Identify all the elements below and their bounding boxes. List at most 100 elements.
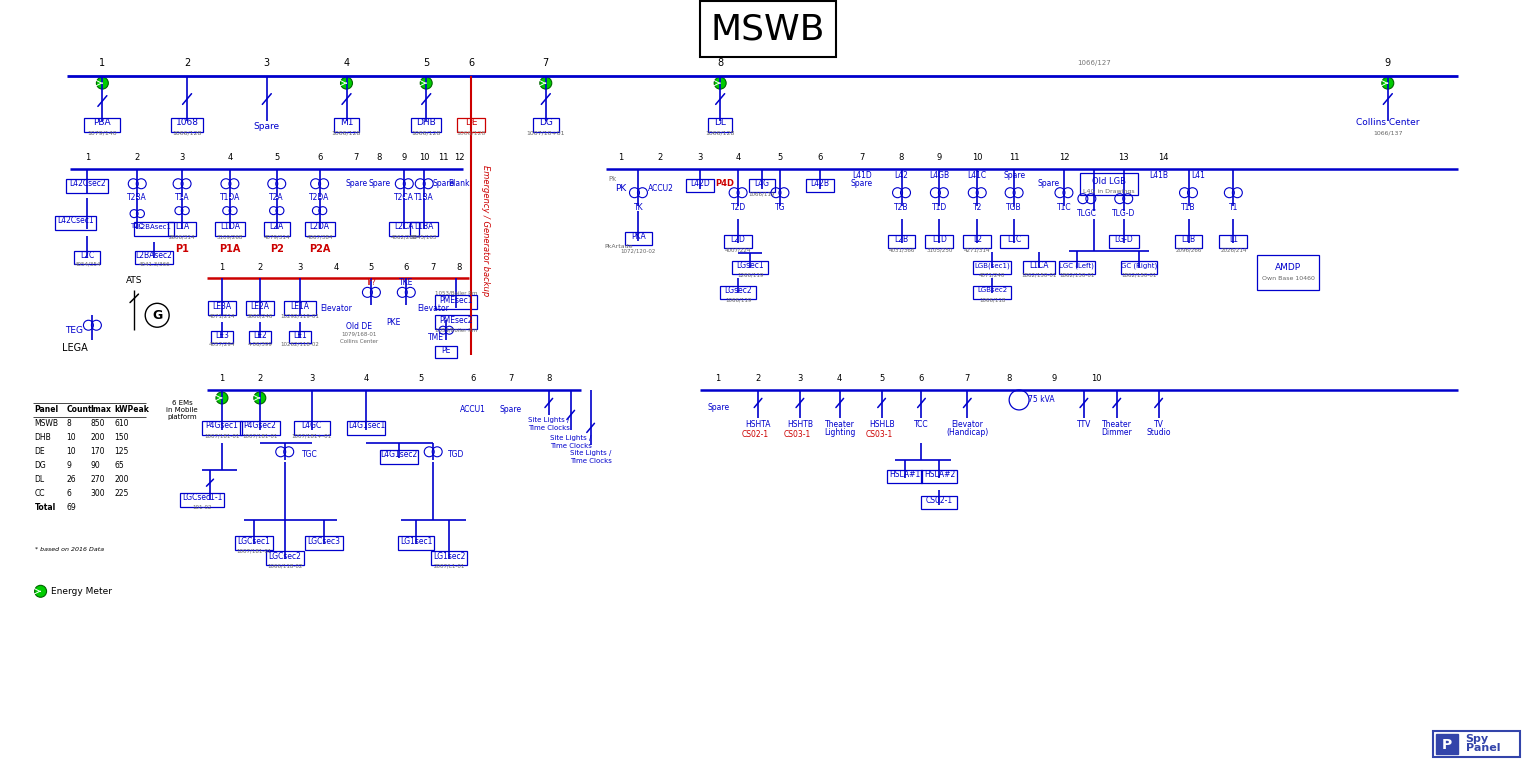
- Text: 1066/127: 1066/127: [1077, 60, 1111, 67]
- Text: HSLA#2: HSLA#2: [924, 471, 954, 479]
- Text: TME: TME: [429, 333, 444, 341]
- Text: L42B: L42B: [810, 179, 830, 188]
- Text: ACCU1: ACCU1: [460, 406, 486, 414]
- Text: LE3: LE3: [215, 330, 229, 340]
- Bar: [246, 301, 274, 316]
- Text: 4067/384: 4067/384: [306, 234, 334, 239]
- Text: 65: 65: [114, 461, 124, 471]
- Text: L2: L2: [973, 235, 982, 244]
- Text: PMEsec2: PMEsec2: [440, 316, 473, 325]
- Text: Spy: Spy: [1465, 734, 1489, 744]
- Text: 7: 7: [965, 373, 970, 383]
- Text: L1DA: L1DA: [220, 222, 240, 231]
- Text: 10: 10: [1091, 373, 1102, 383]
- Text: Spare: Spare: [1004, 171, 1025, 180]
- Bar: [347, 421, 386, 435]
- Text: 7: 7: [543, 58, 549, 68]
- Bar: [201, 421, 241, 435]
- Text: * based on 2016 Data: * based on 2016 Data: [35, 547, 103, 552]
- Text: L1D: L1D: [931, 235, 947, 244]
- Text: ATS: ATS: [126, 276, 143, 285]
- Circle shape: [35, 586, 46, 597]
- Bar: [805, 179, 833, 192]
- Text: 2007/L1-01: 2007/L1-01: [433, 564, 464, 569]
- Text: 200: 200: [91, 433, 105, 442]
- Text: PBA: PBA: [94, 118, 111, 128]
- Circle shape: [420, 77, 432, 89]
- Text: L1CA: L1CA: [1030, 261, 1048, 270]
- Bar: [973, 261, 1011, 274]
- Text: L1A: L1A: [175, 222, 189, 231]
- Text: Spare: Spare: [1037, 179, 1061, 188]
- Bar: [1120, 261, 1157, 274]
- Text: 5: 5: [423, 58, 429, 68]
- Text: LE1: LE1: [292, 330, 306, 340]
- Text: LG1sec2: LG1sec2: [433, 552, 466, 561]
- Text: Panel: Panel: [1465, 743, 1500, 752]
- Bar: [410, 222, 438, 236]
- Text: TLG-D: TLG-D: [1113, 209, 1136, 218]
- Bar: [922, 496, 958, 509]
- Text: 1066/128: 1066/128: [705, 131, 735, 135]
- Bar: [380, 449, 418, 464]
- Bar: [687, 179, 715, 192]
- Bar: [294, 421, 329, 435]
- Text: 2: 2: [755, 373, 761, 383]
- Text: 300: 300: [91, 489, 105, 498]
- Text: LG-D: LG-D: [1114, 235, 1133, 244]
- Text: 5: 5: [369, 263, 373, 272]
- Text: 8: 8: [456, 263, 461, 272]
- Bar: [1174, 235, 1202, 248]
- Bar: [240, 421, 280, 435]
- Text: CS02-1: CS02-1: [925, 496, 953, 505]
- Text: DG: DG: [35, 461, 46, 471]
- Text: 8: 8: [899, 153, 904, 162]
- Bar: [85, 118, 120, 132]
- Text: TGD: TGD: [447, 450, 464, 460]
- Bar: [266, 551, 304, 565]
- Text: Imax: Imax: [91, 406, 111, 414]
- Bar: [135, 251, 174, 264]
- Text: Blank: Blank: [449, 179, 470, 188]
- Text: 11: 11: [1008, 153, 1019, 162]
- Text: L42Csec2: L42Csec2: [69, 179, 106, 188]
- Text: L41: L41: [1191, 171, 1205, 180]
- Text: Site Lights /: Site Lights /: [550, 435, 592, 441]
- Text: 2026/214: 2026/214: [1220, 247, 1247, 252]
- Text: 5: 5: [418, 373, 424, 383]
- Bar: [215, 222, 244, 236]
- Text: T2BA: T2BA: [128, 193, 148, 202]
- Bar: [207, 301, 235, 316]
- Text: 69: 69: [66, 503, 77, 512]
- Text: 4054/354: 4054/354: [74, 262, 100, 267]
- Text: PE: PE: [441, 345, 450, 355]
- Text: Site Lights /: Site Lights /: [570, 449, 612, 456]
- Text: HSHTB: HSHTB: [787, 420, 813, 429]
- Text: 1: 1: [100, 58, 106, 68]
- Text: 1079/140: 1079/140: [88, 131, 117, 135]
- Text: 8: 8: [1007, 373, 1011, 383]
- Text: 6 EMs
in Mobile
platform: 6 EMs in Mobile platform: [166, 400, 198, 420]
- Bar: [54, 215, 97, 229]
- Text: Time Clocks: Time Clocks: [570, 458, 612, 464]
- Text: L41D: L41D: [851, 171, 871, 180]
- Text: 1007/181-01: 1007/181-01: [237, 549, 272, 554]
- Text: 1068: 1068: [175, 118, 198, 128]
- Text: 7: 7: [354, 153, 360, 162]
- Text: 1266/119: 1266/119: [736, 273, 764, 278]
- Text: CS03-1: CS03-1: [865, 431, 893, 439]
- Bar: [964, 235, 991, 248]
- Text: 4041.3/366: 4041.3/366: [138, 262, 171, 267]
- Text: 6: 6: [467, 58, 473, 68]
- Text: T1B: T1B: [1182, 203, 1196, 212]
- Text: 6: 6: [919, 373, 924, 383]
- Text: TLGC: TLGC: [1077, 209, 1097, 218]
- Text: L2C: L2C: [80, 251, 95, 260]
- Text: 225: 225: [114, 489, 129, 498]
- Text: LE2A: LE2A: [251, 301, 269, 311]
- Bar: [235, 536, 272, 550]
- Text: 4: 4: [334, 263, 340, 272]
- Text: HSHTA: HSHTA: [745, 420, 770, 429]
- Text: 9: 9: [66, 461, 71, 471]
- Bar: [211, 331, 234, 343]
